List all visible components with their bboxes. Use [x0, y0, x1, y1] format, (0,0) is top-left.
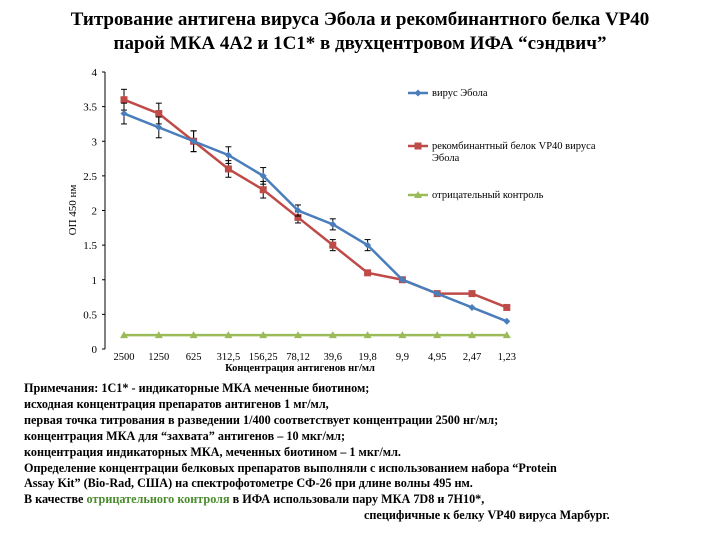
data-point	[120, 331, 128, 339]
data-point	[328, 331, 337, 339]
y-tick-label: 3	[92, 136, 98, 148]
series-line	[123, 98, 508, 309]
legend-label: вирус Эбола	[432, 88, 488, 99]
y-tick-label: 2	[92, 206, 98, 218]
y-tick-label: 4	[92, 67, 98, 79]
chart-title: Титрование антигена вируса Эбола и реком…	[0, 8, 720, 56]
note-line: специфичные к белку VP40 вируса Марбург.	[364, 508, 610, 523]
legend-label: рекомбинантный белок VP40 вируса Эбола	[432, 141, 596, 164]
data-point	[294, 213, 302, 221]
y-tick-label: 1.5	[83, 240, 97, 252]
data-point	[155, 123, 163, 131]
note-line: концентрация индикаторных МКА, меченных …	[24, 444, 401, 459]
note-line: Определение концентрации белковых препар…	[24, 460, 557, 475]
data-point	[363, 331, 372, 339]
x-tick-label: 39,6	[324, 352, 342, 363]
y-tick-label: 0	[92, 344, 98, 356]
data-point	[120, 110, 128, 118]
line-chart: 0 0.5 1 1.5 2 2.5 3 3.5 4 ОП 450 нм 2500 1250 625 312…	[67, 67, 596, 374]
data-point	[502, 331, 511, 339]
x-tick-label: 312,5	[217, 352, 241, 363]
data-point	[190, 137, 198, 145]
data-point	[189, 331, 198, 339]
data-point	[154, 331, 163, 339]
note-line: первая точка титрования в разведении 1/4…	[24, 412, 499, 427]
note-line: Assay Kit” (Bio-Rad, США) на спектрофото…	[24, 476, 473, 491]
legend-marker	[414, 142, 422, 150]
x-tick-label: 19,8	[358, 352, 376, 363]
data-point	[364, 269, 372, 277]
legend-marker	[414, 89, 422, 97]
x-tick-label: 2500	[114, 352, 135, 363]
series-line	[123, 112, 508, 323]
x-tick-label: 4,95	[428, 352, 446, 363]
legend-label: отрицательный контроль	[432, 190, 544, 201]
x-tick-label: 9,9	[396, 352, 409, 363]
chart-title-line-1: Титрование антигена вируса Эбола и реком…	[70, 9, 650, 30]
data-point	[259, 331, 268, 339]
data-point	[329, 220, 337, 228]
x-axis-label: Концентрация антигенов нг/мл	[225, 363, 375, 374]
y-axis-label: ОП 450 нм	[67, 185, 79, 236]
data-point	[224, 165, 232, 173]
data-point	[433, 290, 441, 298]
data-point	[294, 331, 302, 339]
data-point	[155, 110, 163, 118]
chart-title-line-2: парой МКА 4A2 и 1C1* в двухцентровом ИФА…	[113, 33, 607, 54]
x-tick-label: 156,25	[249, 352, 278, 363]
note-line: В качестве отрицательного контроля в ИФА…	[24, 492, 714, 508]
data-point	[433, 331, 442, 339]
notes-block: Примечания: 1С1* - индикаторные МКА мече…	[24, 381, 714, 524]
data-point	[503, 303, 511, 311]
y-tick-label: 1	[92, 275, 98, 287]
x-tick-label: 2,47	[463, 352, 481, 363]
data-point	[329, 241, 337, 249]
data-point	[468, 290, 476, 298]
data-point	[468, 303, 476, 311]
legend-marker	[414, 191, 422, 198]
negative-control-highlight: отрицательного контроля	[86, 492, 230, 507]
y-tick-label: 3.5	[83, 102, 97, 114]
note-line: Примечания: 1С1* - индикаторные МКА мече…	[24, 381, 370, 395]
data-point	[259, 186, 267, 194]
data-point	[120, 96, 128, 104]
x-tick-label: 78,12	[286, 352, 310, 363]
data-point	[259, 172, 267, 180]
data-point	[224, 331, 233, 339]
note-line: исходная концентрация препаратов антиген…	[24, 396, 329, 411]
data-point	[398, 331, 407, 339]
note-text: в ИФА использовали пару МКА 7D8 и 7H10*,	[232, 492, 485, 507]
note-text: В качестве	[24, 492, 84, 507]
data-point	[398, 276, 406, 284]
y-tick-label: 0.5	[83, 309, 97, 321]
data-point	[224, 151, 232, 159]
y-tick-label: 2.5	[83, 171, 97, 183]
data-point	[503, 317, 511, 325]
data-point	[364, 241, 372, 249]
x-tick-label: 1,23	[498, 352, 516, 363]
x-tick-label: 1250	[148, 352, 169, 363]
x-tick-label: 625	[186, 352, 202, 363]
data-point	[468, 331, 476, 339]
data-point	[294, 207, 302, 214]
note-line: концентрация МКА для “захвата” антигенов…	[24, 428, 346, 443]
